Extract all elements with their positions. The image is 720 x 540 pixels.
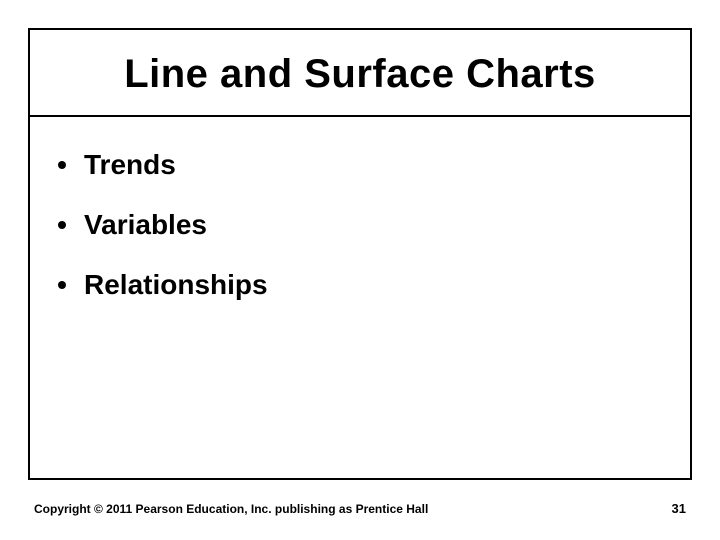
slide-frame: Line and Surface Charts Trends Variables… bbox=[28, 28, 692, 480]
bullet-item: Variables bbox=[58, 209, 670, 241]
bullet-icon bbox=[58, 221, 66, 229]
slide-content: Trends Variables Relationships bbox=[30, 117, 690, 349]
bullet-text: Relationships bbox=[84, 269, 268, 301]
page-number: 31 bbox=[672, 501, 686, 516]
slide-title: Line and Surface Charts bbox=[50, 52, 670, 97]
bullet-item: Relationships bbox=[58, 269, 670, 301]
bullet-item: Trends bbox=[58, 149, 670, 181]
bullet-text: Variables bbox=[84, 209, 207, 241]
bullet-text: Trends bbox=[84, 149, 176, 181]
bullet-icon bbox=[58, 281, 66, 289]
title-container: Line and Surface Charts bbox=[30, 30, 690, 117]
bullet-icon bbox=[58, 161, 66, 169]
copyright-text: Copyright © 2011 Pearson Education, Inc.… bbox=[34, 502, 428, 516]
slide-footer: Copyright © 2011 Pearson Education, Inc.… bbox=[34, 501, 686, 516]
